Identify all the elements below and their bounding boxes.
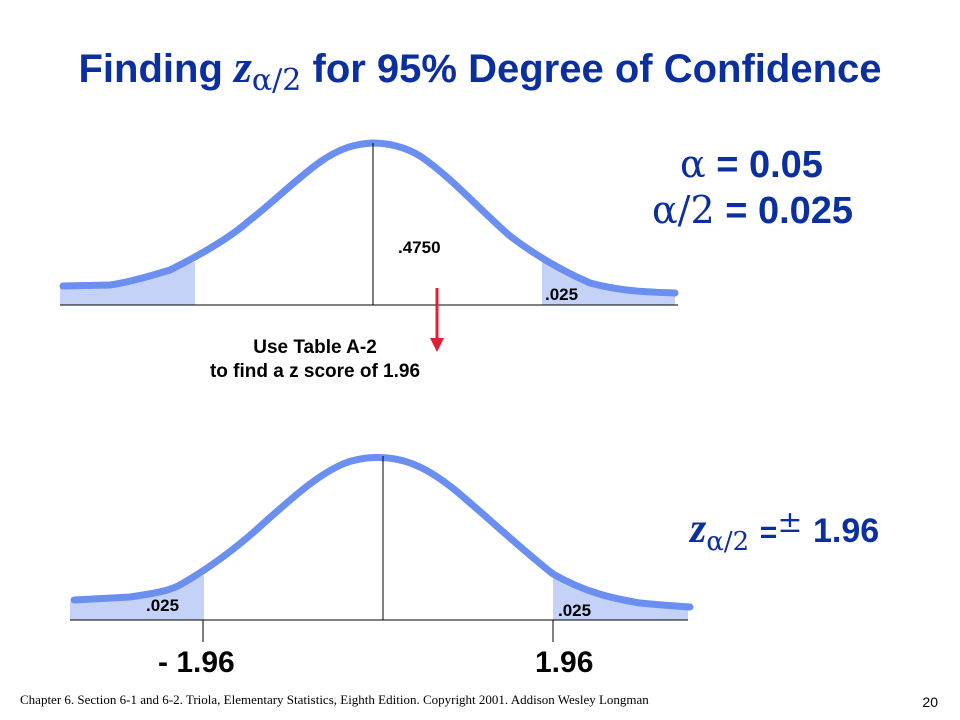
result-equals: =: [759, 516, 778, 549]
result-z-subscript: α/2: [706, 527, 750, 557]
half-alpha-value: = 0.025: [725, 190, 854, 232]
bottom-normal-curve: [70, 454, 694, 611]
table-note-line2: to find a z score of 1.96: [209, 361, 421, 382]
half-alpha-symbol: α/2: [652, 188, 715, 232]
title-z-variable: z: [234, 41, 252, 92]
slide-footer: Chapter 6. Section 6-1 and 6-2. Triola, …: [20, 692, 649, 707]
bottom-right-tail-label: .025: [558, 601, 592, 620]
title-suffix: for 95% Degree of Confidence: [312, 47, 882, 91]
table-note-line1: Use Table A-2: [253, 337, 377, 358]
bottom-left-z-label: - 1.96: [158, 646, 235, 679]
title-z-subscript: α/2: [251, 63, 302, 98]
page-number: 20: [922, 694, 938, 710]
result-value: 1.96: [813, 512, 880, 550]
plus-minus-symbol: ±: [777, 505, 803, 540]
table-arrow-head: [430, 338, 444, 352]
alpha-equation: α = 0.05: [680, 142, 823, 187]
alpha-value: = 0.05: [716, 144, 823, 186]
critical-value-equation: zα/2 =± 1.96: [690, 505, 879, 557]
bottom-right-z-label: 1.96: [535, 646, 594, 679]
bottom-left-tail-label: .025: [146, 596, 180, 615]
bottom-right-tail-shade: [553, 575, 688, 620]
title-prefix: Finding: [78, 47, 223, 91]
table-note: Use Table A-2 to find a z score of 1.96: [155, 336, 475, 384]
alpha-symbol: α: [680, 142, 706, 186]
result-z-variable: z: [690, 506, 707, 552]
top-normal-curve: [59, 139, 679, 297]
top-right-tail-label: .025: [545, 285, 579, 304]
slide-title: Finding zα/2 for 95% Degree of Confidenc…: [0, 40, 960, 98]
half-alpha-equation: α/2 = 0.025: [652, 188, 853, 233]
top-center-area-label: .4750: [398, 238, 441, 257]
